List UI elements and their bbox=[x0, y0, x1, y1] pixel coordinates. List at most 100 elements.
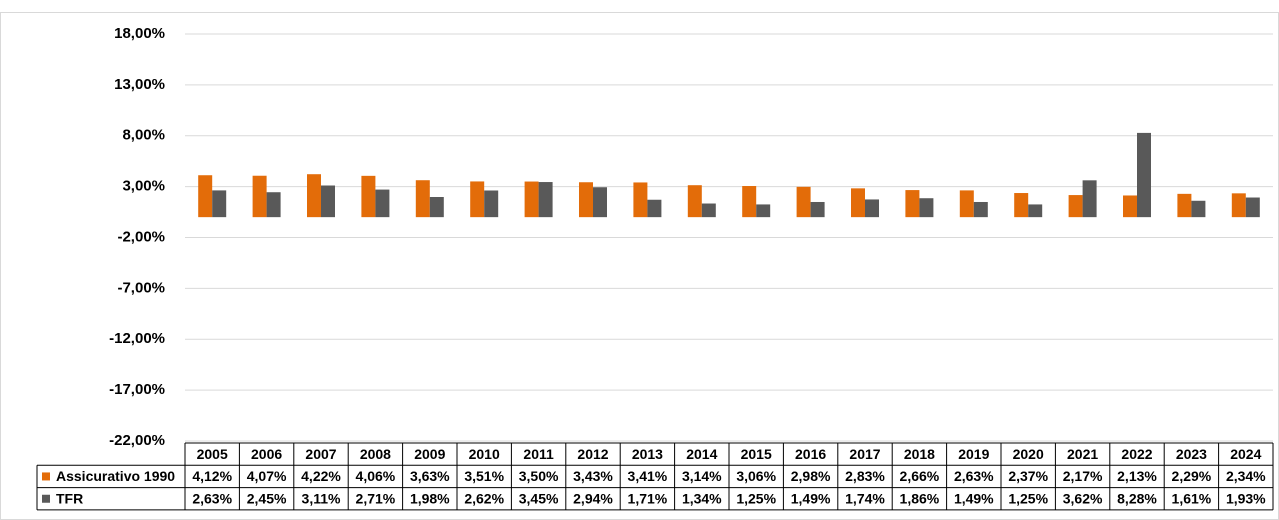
table-value: 3,50% bbox=[519, 468, 559, 484]
x-tick-label: 2008 bbox=[360, 446, 391, 462]
table-value: 1,49% bbox=[791, 490, 831, 506]
y-tick-label: 8,00% bbox=[122, 127, 165, 144]
y-tick-label: -7,00% bbox=[117, 279, 165, 296]
y-tick-label: -2,00% bbox=[117, 228, 165, 245]
table-value: 3,41% bbox=[628, 468, 668, 484]
table-value: 3,45% bbox=[519, 490, 559, 506]
bar bbox=[1068, 195, 1083, 218]
table-value: 8,28% bbox=[1117, 490, 1157, 506]
bar bbox=[1245, 197, 1260, 218]
x-tick-label: 2020 bbox=[1013, 446, 1044, 462]
table-value: 2,83% bbox=[845, 468, 885, 484]
table-value: 2,66% bbox=[900, 468, 940, 484]
bar bbox=[1082, 180, 1097, 218]
table-value: 2,63% bbox=[954, 468, 994, 484]
bar bbox=[266, 192, 281, 218]
bar bbox=[796, 186, 811, 218]
table-value: 2,94% bbox=[573, 490, 613, 506]
x-tick-label: 2024 bbox=[1230, 446, 1261, 462]
legend-swatch bbox=[42, 494, 50, 503]
bar bbox=[905, 190, 920, 218]
x-tick-label: 2010 bbox=[469, 446, 500, 462]
bar bbox=[701, 203, 716, 218]
bar bbox=[919, 198, 934, 218]
bar bbox=[252, 175, 267, 218]
bar bbox=[470, 181, 485, 218]
bar bbox=[1014, 193, 1029, 218]
table-value: 2,71% bbox=[356, 490, 396, 506]
table-value: 1,49% bbox=[954, 490, 994, 506]
y-tick-label: 3,00% bbox=[122, 178, 165, 195]
bar bbox=[633, 182, 648, 218]
table-value: 1,74% bbox=[845, 490, 885, 506]
x-tick-label: 2014 bbox=[686, 446, 717, 462]
bar bbox=[1028, 204, 1043, 218]
x-tick-label: 2017 bbox=[849, 446, 880, 462]
table-value: 1,25% bbox=[736, 490, 776, 506]
bar bbox=[687, 185, 702, 218]
bar bbox=[756, 204, 771, 218]
table-value: 2,98% bbox=[791, 468, 831, 484]
bar bbox=[593, 187, 607, 218]
bar bbox=[865, 199, 879, 218]
x-tick-label: 2007 bbox=[305, 446, 336, 462]
table-value: 1,93% bbox=[1226, 490, 1266, 506]
chart-border bbox=[0, 12, 1279, 520]
x-tick-label: 2021 bbox=[1067, 446, 1098, 462]
table-value: 2,13% bbox=[1117, 468, 1157, 484]
table-value: 2,17% bbox=[1063, 468, 1103, 484]
y-tick-label: 18,00% bbox=[114, 25, 165, 42]
table-value: 2,45% bbox=[247, 490, 287, 506]
table-value: 1,98% bbox=[410, 490, 450, 506]
bar bbox=[742, 186, 757, 218]
bar bbox=[321, 185, 335, 218]
bar bbox=[361, 175, 376, 218]
x-tick-label: 2005 bbox=[197, 446, 228, 462]
legend-label: TFR bbox=[56, 490, 83, 506]
bar bbox=[1137, 132, 1151, 218]
table-value: 4,12% bbox=[192, 468, 232, 484]
bar bbox=[429, 197, 444, 218]
y-tick-label: -22,00% bbox=[109, 432, 165, 449]
table-value: 1,25% bbox=[1008, 490, 1048, 506]
y-tick-label: 13,00% bbox=[114, 76, 165, 93]
bar bbox=[1191, 200, 1206, 218]
bar bbox=[524, 181, 539, 218]
table-value: 3,06% bbox=[736, 468, 776, 484]
table-value: 1,34% bbox=[682, 490, 722, 506]
x-tick-label: 2023 bbox=[1176, 446, 1207, 462]
table-value: 1,61% bbox=[1172, 490, 1212, 506]
table-value: 2,63% bbox=[192, 490, 232, 506]
bar bbox=[538, 182, 553, 218]
bar bbox=[212, 190, 227, 218]
y-tick-label: -12,00% bbox=[109, 330, 165, 347]
bar bbox=[375, 189, 390, 218]
x-tick-label: 2022 bbox=[1121, 446, 1152, 462]
table-value: 2,34% bbox=[1226, 468, 1266, 484]
bar bbox=[959, 190, 974, 218]
x-tick-label: 2006 bbox=[251, 446, 282, 462]
x-tick-label: 2013 bbox=[632, 446, 663, 462]
table-value: 1,86% bbox=[900, 490, 940, 506]
table-value: 3,63% bbox=[410, 468, 450, 484]
bar bbox=[1177, 193, 1192, 218]
table-value: 4,07% bbox=[247, 468, 287, 484]
table-value: 4,06% bbox=[356, 468, 396, 484]
table-value: 1,71% bbox=[628, 490, 668, 506]
legend-label: Assicurativo 1990 bbox=[56, 468, 175, 484]
legend-swatch bbox=[42, 472, 50, 481]
bar bbox=[484, 190, 499, 218]
bar bbox=[579, 182, 593, 218]
table-value: 3,62% bbox=[1063, 490, 1103, 506]
bar bbox=[647, 199, 662, 218]
bar bbox=[1123, 195, 1137, 218]
table-value: 2,29% bbox=[1172, 468, 1212, 484]
table-value: 3,51% bbox=[464, 468, 504, 484]
bar bbox=[1231, 193, 1246, 218]
table-value: 2,62% bbox=[464, 490, 504, 506]
bar bbox=[198, 175, 213, 218]
x-tick-label: 2018 bbox=[904, 446, 935, 462]
table-value: 2,37% bbox=[1008, 468, 1048, 484]
x-tick-label: 2011 bbox=[523, 446, 554, 462]
